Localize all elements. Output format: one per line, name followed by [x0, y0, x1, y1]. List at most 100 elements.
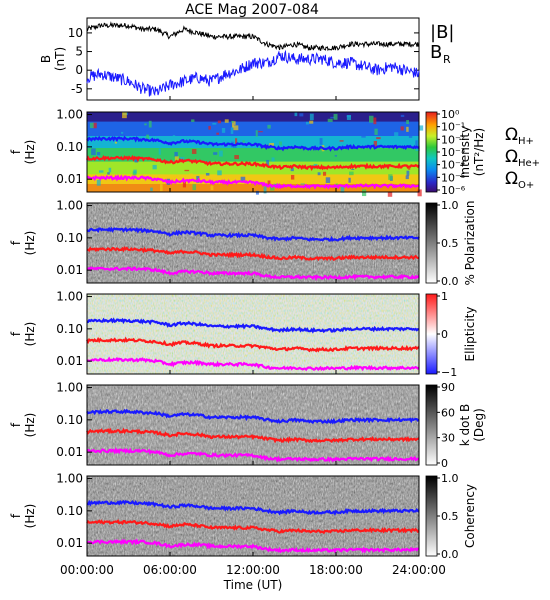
intensity-speckle	[114, 141, 118, 144]
spectrogram-texture	[87, 476, 419, 556]
gyrofreq-line-Hplus	[86, 408, 420, 425]
gyrofreq-line-Heplus	[86, 336, 420, 353]
colorbar-tick-label: 0.0	[441, 275, 459, 288]
intensity-speckle	[96, 152, 101, 156]
intensity-speckle	[208, 150, 211, 157]
spectrogram-texture	[87, 385, 419, 465]
ion-legend-omega-Oplus: Ω	[505, 169, 518, 189]
ion-legend-omega-Hplus: Ω	[505, 125, 518, 145]
intensity-speckle	[334, 155, 337, 157]
intensity-speckle	[174, 151, 178, 158]
legend-btotal: |B|	[430, 22, 454, 43]
intensity-speckle	[152, 164, 157, 170]
intensity-speckle	[247, 127, 252, 132]
intensity-speckle	[415, 140, 418, 147]
gyrofreq-line-Oplus	[86, 266, 420, 281]
intensity-speckle	[322, 171, 327, 176]
intensity-speckle	[113, 121, 117, 128]
intensity-speckle	[231, 121, 236, 128]
xtick-label: 00:00:00	[60, 563, 114, 577]
freq-ytick-label: 0.10	[56, 322, 83, 336]
ion-legend-omega-Heplus: Ω	[505, 147, 518, 167]
intensity-speckle	[160, 184, 163, 192]
intensity-band	[87, 112, 419, 123]
intensity-speckle	[213, 152, 218, 155]
spectral-panel-polarization: 1.00 0.10 0.01 f (Hz) 1.0 0.5 0.0 % Polarization	[9, 199, 477, 288]
intensity-speckle	[182, 181, 186, 188]
intensity-speckle	[98, 170, 104, 173]
intensity-speckle	[233, 125, 239, 131]
intensity-speckle	[107, 172, 110, 175]
gyrofreq-line-Heplus	[86, 245, 420, 262]
intensity-speckle	[313, 163, 318, 168]
intensity-speckle	[172, 135, 176, 139]
colorbar-kdotb	[425, 384, 438, 466]
colorbar-tick-label: 0.0	[441, 548, 459, 561]
intensity-speckle	[270, 184, 275, 191]
colorbar-coherency	[425, 475, 438, 557]
intensity-speckle	[394, 150, 397, 155]
intensity-speckle	[121, 131, 124, 134]
gyrofreq-line-Oplus	[86, 174, 420, 190]
intensity-speckle	[300, 183, 305, 185]
intensity-speckle	[369, 115, 374, 123]
colorbar-tick-label: 30	[441, 432, 455, 445]
freq-ytick-label: 0.10	[56, 504, 83, 518]
intensity-speckle	[408, 133, 413, 138]
bfield-ytick-label: 10	[68, 26, 83, 40]
intensity-speckle	[406, 126, 409, 132]
intensity-speckle	[191, 149, 197, 154]
gyrofreq-line-Heplus	[86, 427, 420, 444]
freq-ylabel: f	[9, 422, 23, 427]
ion-legend-label-Oplus: O+	[518, 180, 534, 191]
colorbar-tick-label: −1	[441, 366, 457, 379]
colorbar-unit: (nT²/Hz)	[472, 128, 486, 176]
intensity-speckle	[406, 120, 409, 125]
freq-ylabel-unit: (Hz)	[23, 140, 37, 165]
intensity-speckle	[219, 150, 223, 157]
colorbar-polarization	[425, 202, 438, 284]
ion-legend-label-Hplus: H+	[518, 136, 534, 147]
gyrofreq-line-Hplus	[86, 499, 420, 516]
freq-ylabel-unit: (Hz)	[23, 322, 37, 347]
freq-ytick-label: 1.00	[56, 472, 83, 486]
intensity-speckle	[210, 185, 214, 191]
colorbar-tick-label: 10⁻⁴	[441, 159, 466, 172]
intensity-speckle	[221, 127, 226, 133]
intensity-speckle	[217, 170, 222, 176]
colorbar-tick-label: 0	[441, 328, 448, 341]
intensity-speckle	[400, 126, 404, 131]
gyrofreq-line-Oplus	[86, 356, 420, 372]
intensity-speckle	[405, 175, 409, 180]
intensity-speckle	[203, 143, 208, 146]
intensity-speckle	[349, 171, 354, 176]
colorbar-tick-label: 90	[441, 381, 455, 394]
freq-ylabel-unit: (Hz)	[23, 504, 37, 529]
colorbar-tick-label: 10⁻⁶	[441, 184, 466, 197]
intensity-speckle	[158, 148, 161, 155]
colorbar-label: Coherency	[463, 484, 477, 548]
freq-ylabel-unit: (Hz)	[23, 413, 37, 438]
colorbar-label: k dot B	[458, 404, 472, 446]
colorbar-label: % Polarization	[463, 201, 477, 286]
intensity-speckle	[216, 132, 220, 135]
bfield-ytick-label: 5	[75, 45, 83, 59]
intensity-speckle	[333, 113, 338, 120]
freq-ytick-label: 0.10	[56, 231, 83, 245]
xtick-label: 06:00:00	[143, 563, 197, 577]
bfield-ytick-label: 0	[75, 63, 83, 77]
colorbar-tick-label: 10⁻⁵	[441, 171, 465, 184]
intensity-band	[87, 121, 419, 137]
colorbar-tick-label: 10⁰	[441, 108, 460, 121]
freq-ylabel-unit: (Hz)	[23, 231, 37, 256]
intensity-speckle	[400, 114, 405, 117]
intensity-speckle	[290, 167, 294, 172]
intensity-speckle	[317, 172, 321, 176]
bfield-ylabel: B	[39, 55, 53, 63]
intensity-speckle	[361, 189, 367, 197]
freq-ytick-label: 0.10	[56, 140, 83, 154]
xaxis-label: Time (UT)	[223, 578, 283, 592]
colorbar-tick-label: 0.5	[441, 510, 459, 523]
intensity-speckle	[92, 122, 97, 129]
